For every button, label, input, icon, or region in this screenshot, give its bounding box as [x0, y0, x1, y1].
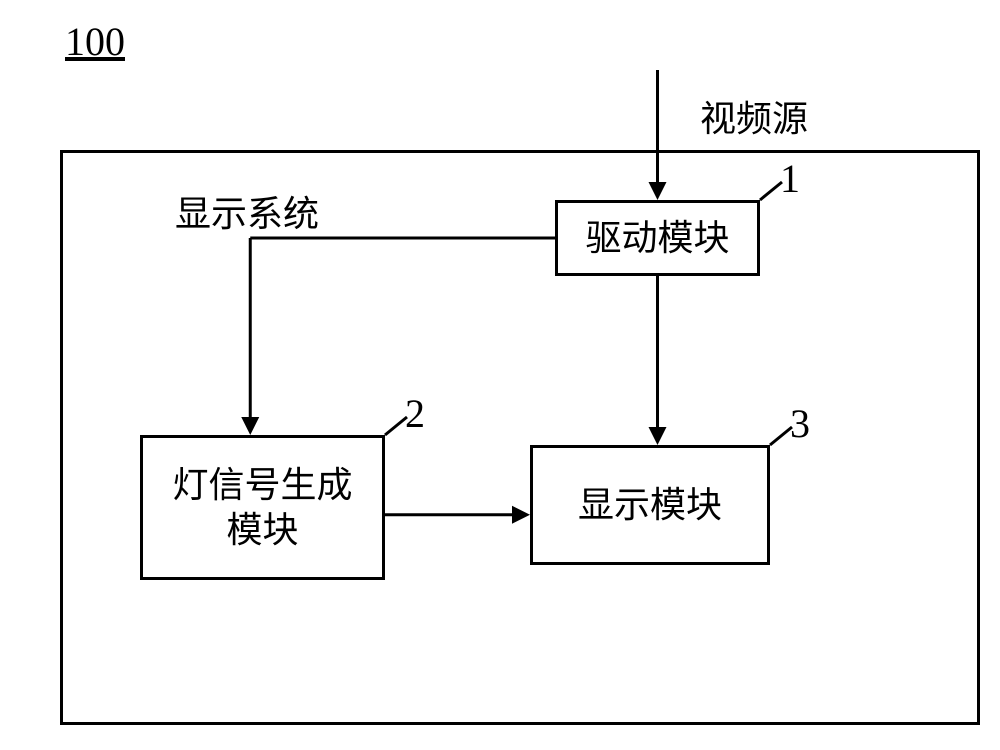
system-label: 显示系统 — [175, 185, 319, 237]
diagram-canvas: 100 视频源 显示系统 驱动模块 灯信号生成 模块 显示模块 1 2 3 — [0, 0, 1000, 750]
reference-numeral-2: 2 — [405, 390, 425, 437]
display-module-box: 显示模块 — [530, 445, 770, 565]
figure-number: 100 — [65, 18, 125, 65]
reference-numeral-1: 1 — [780, 155, 800, 202]
signal-generation-module-label: 灯信号生成 模块 — [172, 463, 352, 553]
signal-generation-module-box: 灯信号生成 模块 — [140, 435, 385, 580]
reference-numeral-3: 3 — [790, 400, 810, 447]
driver-module-label: 驱动模块 — [585, 216, 729, 261]
driver-module-box: 驱动模块 — [555, 200, 760, 276]
external-input-label: 视频源 — [700, 90, 808, 142]
display-module-label: 显示模块 — [578, 483, 722, 528]
